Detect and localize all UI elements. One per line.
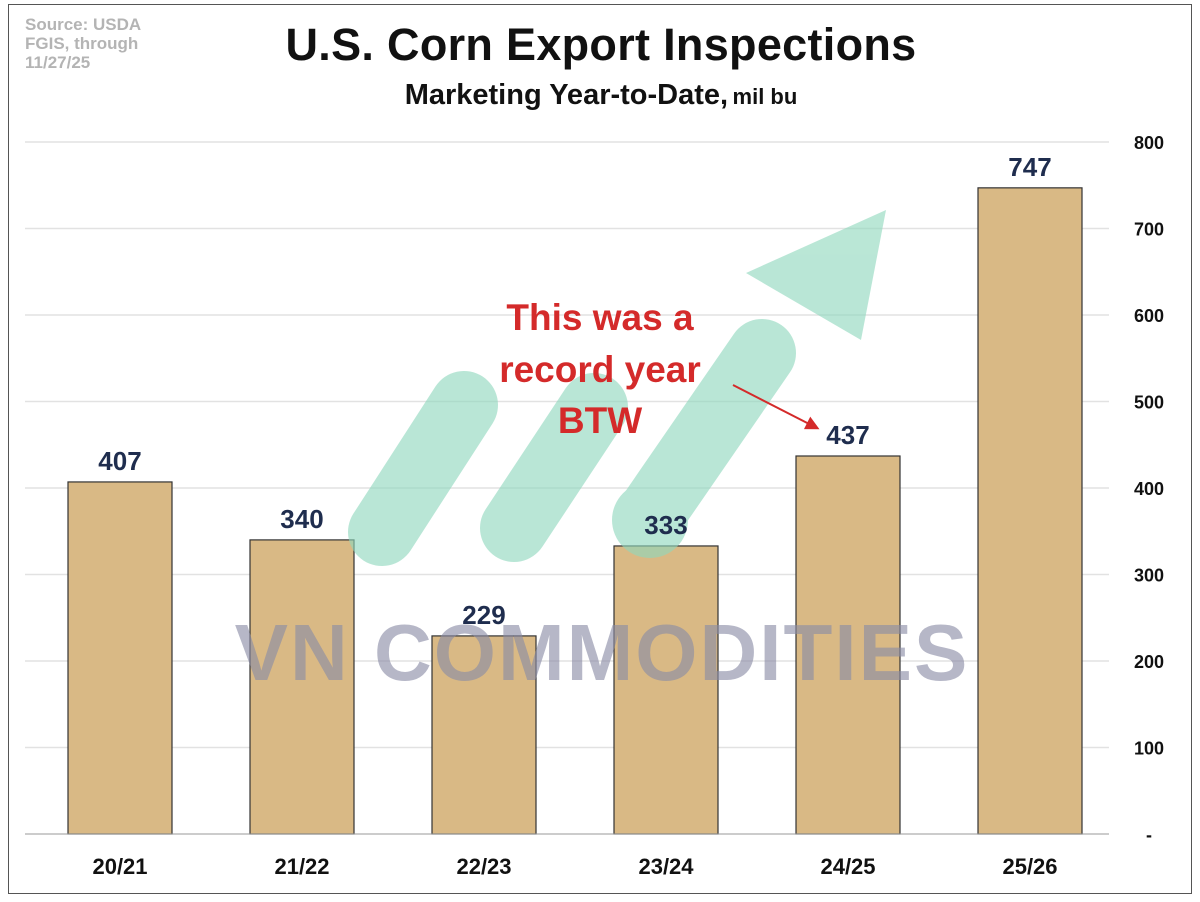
y-tick-label: - xyxy=(1146,825,1152,845)
subtitle-unit: mil bu xyxy=(732,84,798,109)
data-label: 747 xyxy=(1008,152,1051,182)
source-note: Source: USDA FGIS, through 11/27/25 xyxy=(25,15,165,72)
annotation: This was a record year BTW xyxy=(499,297,820,441)
bar xyxy=(613,545,719,835)
bar xyxy=(795,455,901,835)
data-label: 333 xyxy=(644,510,687,540)
y-tick-label: 600 xyxy=(1134,306,1164,326)
annotation-line: This was a xyxy=(506,297,694,338)
y-tick-label: 300 xyxy=(1134,566,1164,586)
data-label: 229 xyxy=(462,600,505,630)
x-tick-label: 21/22 xyxy=(274,854,329,879)
data-label: 340 xyxy=(280,504,323,534)
growth-arrow-icon xyxy=(348,210,886,566)
x-tick-label: 25/26 xyxy=(1002,854,1057,879)
arrow-head xyxy=(746,210,886,340)
annotation-pointer xyxy=(732,384,820,430)
y-tick-label: 700 xyxy=(1134,220,1164,240)
x-axis: 20/21 21/22 22/23 23/24 24/25 25/26 xyxy=(92,854,1057,879)
y-tick-label: 200 xyxy=(1134,652,1164,672)
source-line-1: Source: USDA xyxy=(25,15,142,34)
source-line-3: 11/27/25 xyxy=(25,53,91,72)
x-tick-label: 24/25 xyxy=(820,854,875,879)
y-axis: - 100 200 300 400 500 600 700 800 xyxy=(1134,133,1164,845)
bar xyxy=(977,187,1083,835)
y-tick-label: 100 xyxy=(1134,739,1164,759)
watermark-text: VN COMMODITIES xyxy=(235,608,970,697)
data-label: 437 xyxy=(826,420,869,450)
y-tick-label: 800 xyxy=(1134,133,1164,153)
chart-title: U.S. Corn Export Inspections xyxy=(285,19,917,70)
y-tick-label: 400 xyxy=(1134,479,1164,499)
arrow-stroke xyxy=(348,371,498,566)
arrow-dot xyxy=(612,482,688,558)
chart-subtitle: Marketing Year-to-Date, mil bu xyxy=(9,79,1193,112)
chart-frame: Source: USDA FGIS, through 11/27/25 U.S.… xyxy=(8,4,1192,894)
annotation-line: record year xyxy=(499,349,701,390)
source-line-2: FGIS, through xyxy=(25,34,139,53)
data-label: 407 xyxy=(98,446,141,476)
x-tick-label: 23/24 xyxy=(638,854,694,879)
subtitle-text: Marketing Year-to-Date, xyxy=(404,79,729,111)
annotation-line: BTW xyxy=(558,400,642,441)
arrow-stroke xyxy=(480,373,628,562)
y-tick-label: 500 xyxy=(1134,393,1164,413)
bars xyxy=(67,187,1083,835)
x-tick-label: 20/21 xyxy=(92,854,147,879)
data-labels: 407 340 229 333 437 747 xyxy=(98,152,1051,630)
x-tick-label: 22/23 xyxy=(456,854,511,879)
bar xyxy=(67,481,173,835)
